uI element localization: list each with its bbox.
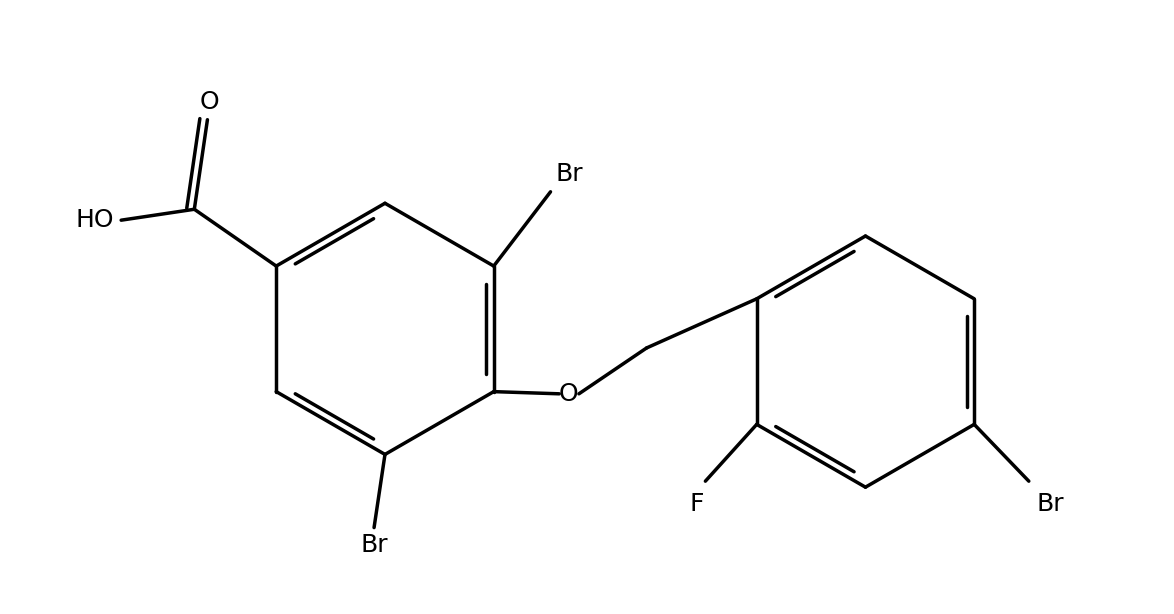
Text: Br: Br (556, 162, 583, 186)
Text: F: F (689, 492, 704, 516)
Text: HO: HO (75, 208, 114, 232)
Text: O: O (200, 90, 220, 114)
Text: Br: Br (1037, 492, 1064, 516)
Text: O: O (558, 382, 578, 406)
Text: Br: Br (360, 533, 387, 557)
